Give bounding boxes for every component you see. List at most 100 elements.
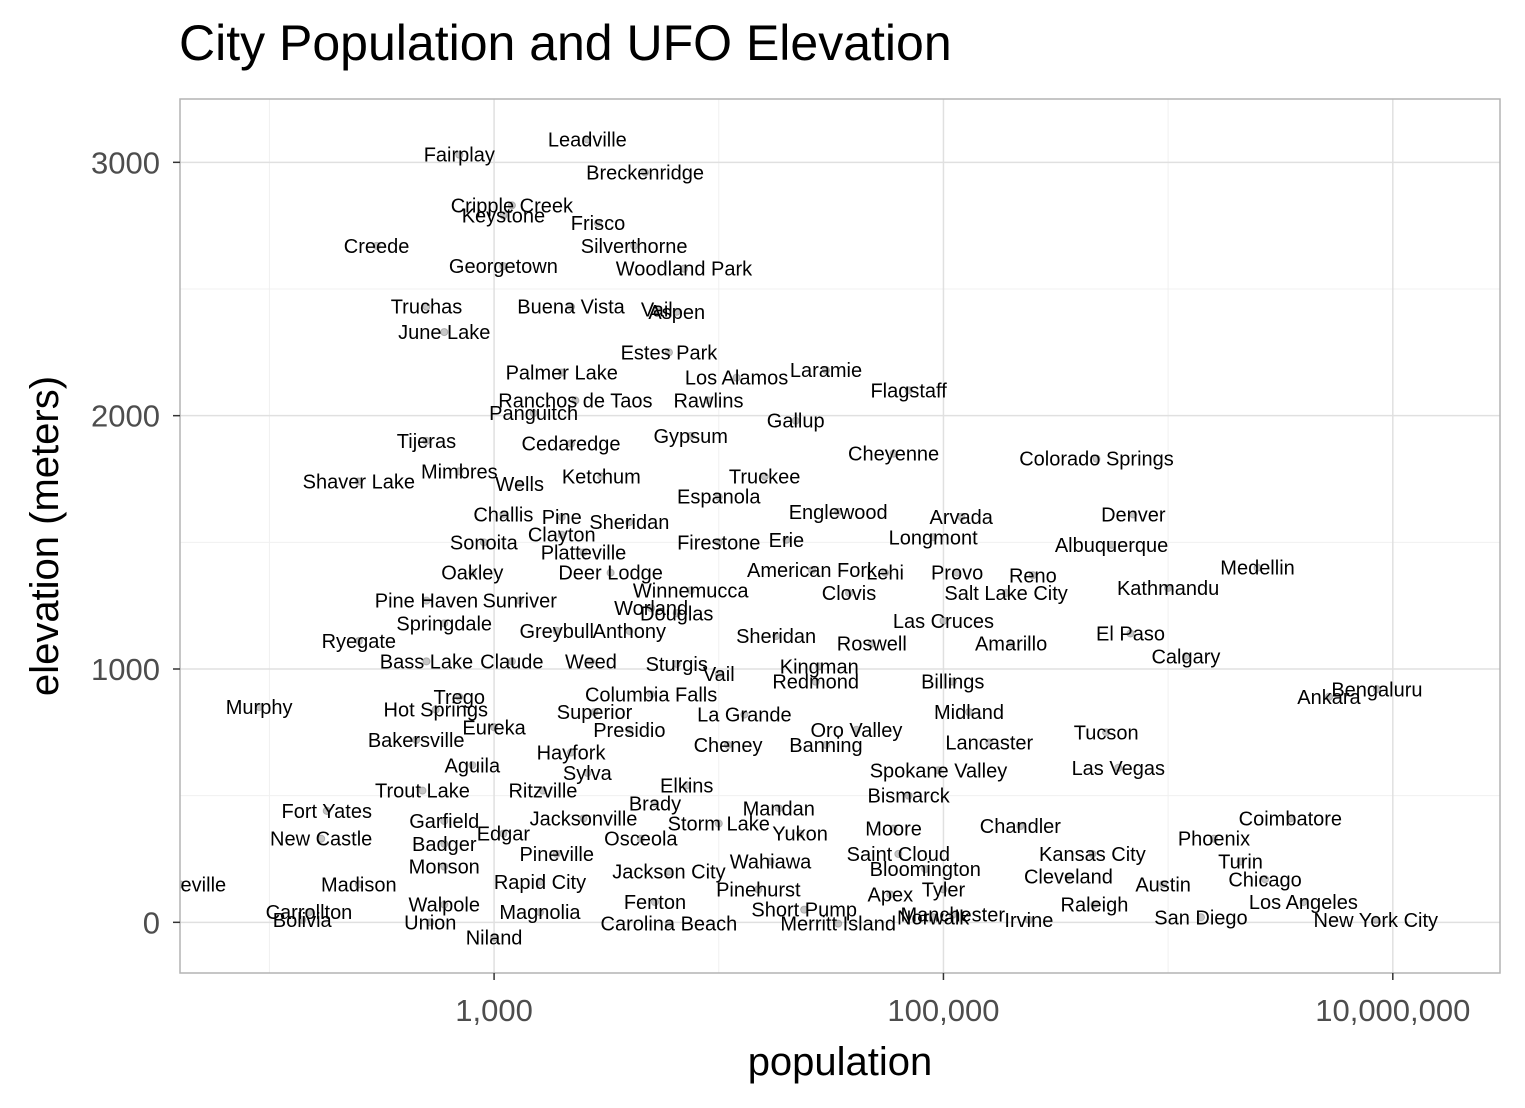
- data-point: [422, 436, 431, 446]
- point-label: Walpole: [408, 895, 480, 917]
- point-label: Lancaster: [945, 732, 1033, 754]
- point-label: Kingman: [780, 656, 859, 678]
- point-label: Gallup: [767, 411, 825, 433]
- point-label: Denver: [1101, 504, 1166, 526]
- plot-border: [179, 98, 1501, 974]
- data-point: [1159, 880, 1168, 889]
- point-label: Lehi: [866, 563, 904, 585]
- point-label: Erie: [769, 530, 805, 552]
- point-label: Magnolia: [499, 902, 581, 924]
- point-label: Niland: [466, 928, 523, 950]
- point-label: Buena Vista: [517, 297, 625, 319]
- point-label: Fairplay: [424, 145, 495, 167]
- data-point: [821, 740, 831, 750]
- data-point: [566, 439, 576, 448]
- point-label: Ryegate: [322, 631, 397, 653]
- data-point: [714, 538, 723, 547]
- point-label: Eureka: [462, 717, 526, 739]
- point-label: Fort Yates: [282, 801, 372, 823]
- point-label: Clayton: [528, 525, 596, 547]
- point-label: Bakersville: [368, 730, 465, 752]
- data-point: [440, 327, 449, 337]
- point-label: Norwalk: [897, 907, 970, 929]
- data-point: [795, 829, 805, 838]
- data-point: [468, 568, 477, 577]
- data-point: [754, 885, 763, 894]
- y-tick-label: 0: [143, 905, 160, 940]
- data-point: [422, 596, 431, 605]
- data-point: [1299, 897, 1308, 907]
- point-label: Silverthorne: [581, 236, 688, 258]
- point-label: Ketchum: [562, 466, 641, 488]
- point-label: Trego: [434, 687, 486, 709]
- data-point: [732, 373, 741, 382]
- data-point: [867, 639, 876, 648]
- data-point: [499, 262, 508, 271]
- data-point: [894, 849, 903, 859]
- point-label: Garfield: [409, 811, 479, 833]
- point-label: Breckenridge: [586, 162, 704, 184]
- data-point: [180, 880, 185, 889]
- data-point: [886, 890, 895, 899]
- point-label: Flagstaff: [870, 380, 947, 402]
- data-point: [952, 568, 962, 577]
- point-label: Creede: [344, 236, 410, 258]
- data-point: [647, 690, 656, 699]
- point-label: Salt Lake City: [944, 583, 1067, 605]
- data-point: [354, 880, 363, 889]
- point-label: Los Angeles: [1249, 892, 1358, 914]
- data-point: [552, 626, 561, 636]
- point-label: Spokane Valley: [870, 760, 1008, 782]
- point-label: Tijeras: [397, 431, 456, 453]
- data-point: [479, 538, 488, 547]
- data-point: [686, 586, 695, 595]
- point-label: Anthony: [593, 621, 666, 643]
- data-point: [929, 533, 938, 542]
- data-point: [625, 725, 634, 734]
- data-point: [499, 211, 508, 220]
- data-point: [904, 791, 913, 800]
- point-label: Pinehurst: [716, 879, 801, 901]
- point-label: Gypsum: [653, 426, 727, 448]
- point-label: Fenton: [624, 892, 686, 914]
- point-label: Greybull: [519, 621, 593, 643]
- point-label: Trout Lake: [375, 781, 470, 803]
- data-point: [515, 479, 524, 489]
- point-label: Springdale: [396, 613, 492, 635]
- point-label: Presidio: [593, 720, 665, 742]
- point-label: Edgar: [477, 824, 531, 846]
- point-label: Cleveland: [1024, 867, 1113, 889]
- data-point: [929, 913, 938, 922]
- point-label: Clovis: [822, 583, 876, 605]
- point-label: Vail: [703, 664, 735, 686]
- data-point: [468, 761, 477, 770]
- point-label: Raleigh: [1061, 895, 1129, 917]
- point-label: Weed: [565, 651, 617, 673]
- point-label: Shaver Lake: [303, 472, 415, 494]
- point-label: Laramie: [790, 360, 862, 382]
- point-label: Bismarck: [868, 786, 951, 808]
- data-point: [418, 786, 427, 795]
- point-label: El Paso: [1096, 624, 1165, 646]
- data-point: [304, 908, 314, 917]
- data-point: [579, 548, 588, 557]
- data-point: [800, 905, 809, 914]
- point-label: Rapid City: [494, 872, 586, 894]
- data-point: [985, 738, 994, 747]
- data-point: [426, 918, 435, 927]
- data-point: [652, 305, 661, 314]
- data-point: [774, 804, 783, 813]
- data-point: [1260, 875, 1270, 884]
- data-point: [298, 915, 307, 924]
- point-label: Booneville: [134, 874, 226, 896]
- data-point: [834, 507, 843, 517]
- point-labels: Leadville Fairplay Breckenridge Cripple Cre…: [134, 130, 1438, 950]
- data-point: [566, 748, 576, 757]
- data-point: [422, 657, 431, 666]
- data-point: [1209, 834, 1219, 843]
- point-label: Las Vegas: [1072, 758, 1165, 780]
- point-label: Bolivia: [273, 910, 333, 932]
- data-point: [672, 307, 681, 316]
- data-point: [625, 626, 634, 636]
- data-point: [529, 409, 538, 418]
